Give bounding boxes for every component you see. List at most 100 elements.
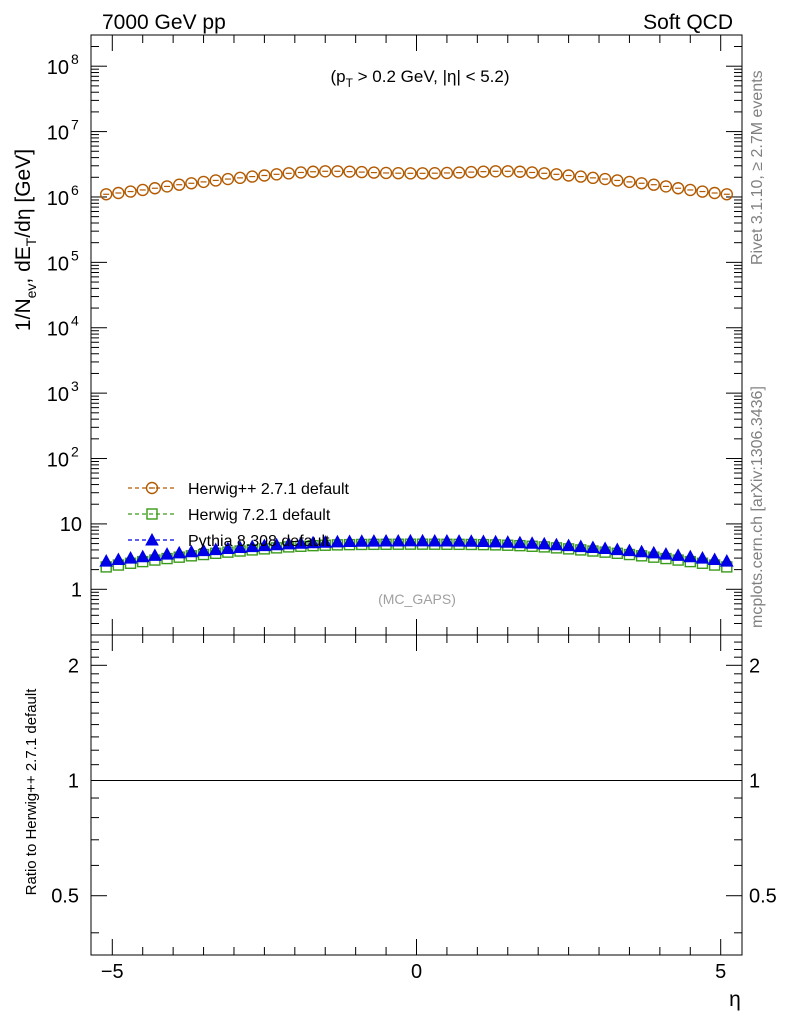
y-tick-label: 10 <box>47 450 69 472</box>
data-point-2-29 <box>452 534 466 547</box>
data-point-2-12 <box>245 539 260 553</box>
y-tick-label: 10 <box>47 57 69 79</box>
data-point-2-21 <box>354 534 369 547</box>
header-right: Soft QCD <box>643 11 733 34</box>
data-point-2-19 <box>330 534 345 548</box>
data-point-0-22 <box>367 166 381 179</box>
data-point-0-43 <box>623 175 636 189</box>
data-point-2-11 <box>233 540 247 554</box>
data-point-2-50 <box>707 552 722 566</box>
y-tick-label: 10 <box>47 319 69 341</box>
header-left: 7000 GeV pp <box>102 11 226 34</box>
data-point-0-48 <box>684 183 697 197</box>
data-point-2-0 <box>99 554 114 567</box>
rivet-label: Rivet 3.1.10, ≥ 2.7M events <box>749 70 766 265</box>
data-point-2-42 <box>610 542 625 556</box>
data-point-2-34 <box>513 535 527 549</box>
data-point-0-28 <box>440 166 454 180</box>
y-tick-label: 10 <box>47 123 69 145</box>
ratio-y-tick-label: 2 <box>68 655 79 677</box>
y-tick-exponent: 8 <box>71 51 79 67</box>
data-point-0-47 <box>671 182 685 195</box>
data-point-0-2 <box>124 185 137 198</box>
data-point-2-38 <box>561 538 576 552</box>
data-point-0-39 <box>574 170 587 183</box>
data-point-2-3 <box>135 549 150 563</box>
data-point-2-51 <box>719 554 734 567</box>
data-point-2-35 <box>525 536 539 549</box>
data-point-0-6 <box>173 178 186 191</box>
data-point-0-20 <box>343 165 356 178</box>
data-point-2-46 <box>659 547 673 560</box>
data-point-0-46 <box>659 180 673 193</box>
data-point-0-0 <box>100 188 113 201</box>
data-point-2-9 <box>208 542 223 556</box>
y-tick-exponent: 4 <box>71 313 79 329</box>
data-point-0-7 <box>185 177 198 190</box>
data-point-2-25 <box>403 533 418 547</box>
data-point-2-43 <box>622 543 637 557</box>
main-ylabel: 1/Nev, dET/dη [GeV] <box>12 149 39 331</box>
legend-label: Herwig 7.2.1 default <box>188 507 331 524</box>
legend-label: Herwig++ 2.7.1 default <box>188 481 350 498</box>
data-point-0-30 <box>465 165 478 179</box>
watermark: (MC_GAPS) <box>378 591 456 607</box>
data-point-2-20 <box>342 534 357 548</box>
data-point-2-2 <box>123 551 138 564</box>
data-point-0-38 <box>562 169 575 182</box>
ratio-ylabel: Ratio to Herwig++ 2.7.1 default <box>23 688 40 896</box>
data-point-2-44 <box>634 544 649 558</box>
data-point-0-4 <box>148 182 162 195</box>
data-point-2-10 <box>221 541 235 555</box>
data-point-2-36 <box>537 536 552 550</box>
data-point-0-44 <box>635 177 648 190</box>
data-point-2-23 <box>379 533 393 547</box>
ratio-y-tick-label: 0.5 <box>51 886 79 908</box>
y-tick-exponent: 3 <box>71 378 79 394</box>
data-point-2-8 <box>196 543 211 557</box>
data-point-0-37 <box>550 168 563 181</box>
data-point-0-51 <box>720 188 733 201</box>
data-point-0-36 <box>538 167 551 180</box>
data-point-2-47 <box>671 548 685 561</box>
data-point-0-40 <box>586 171 600 185</box>
main-series-layer <box>99 165 734 573</box>
data-point-0-5 <box>160 180 174 193</box>
data-point-2-37 <box>549 537 564 551</box>
data-point-2-24 <box>391 533 406 547</box>
data-point-0-19 <box>331 165 344 178</box>
legend-marker <box>146 508 158 520</box>
ratio-y-tick-label: 1 <box>68 771 79 793</box>
y-tick-exponent: 5 <box>71 247 79 263</box>
data-point-2-49 <box>695 551 710 564</box>
data-point-2-31 <box>476 534 491 548</box>
data-point-0-21 <box>355 165 368 179</box>
data-point-2-26 <box>415 533 430 547</box>
cut-label: (pT > 0.2 GeV, |η| < 5.2) <box>330 67 509 90</box>
data-point-2-14 <box>269 537 284 551</box>
ratio-y-tick-label-right: 1 <box>749 771 760 793</box>
y-tick-label: 10 <box>47 188 69 210</box>
data-point-0-3 <box>136 183 149 197</box>
data-point-2-30 <box>464 534 479 547</box>
data-point-0-10 <box>221 172 235 186</box>
data-point-2-33 <box>500 535 515 548</box>
data-point-0-41 <box>598 172 612 186</box>
data-point-0-35 <box>525 166 539 179</box>
data-point-0-34 <box>513 165 527 178</box>
data-point-2-16 <box>294 536 308 549</box>
data-point-2-5 <box>160 547 174 560</box>
data-point-0-29 <box>452 166 466 179</box>
data-point-2-45 <box>646 545 661 559</box>
data-point-0-23 <box>379 166 393 180</box>
data-point-0-49 <box>696 185 709 198</box>
data-point-0-33 <box>501 165 514 178</box>
data-point-0-16 <box>294 166 308 179</box>
y-tick-exponent: 7 <box>71 117 79 133</box>
data-point-0-15 <box>282 167 295 180</box>
y-tick-label: 10 <box>60 514 82 536</box>
data-point-2-18 <box>318 535 333 548</box>
mcplots-label: mcplots.cern.ch [arXiv:1306.3436] <box>749 386 766 628</box>
data-point-2-4 <box>148 548 162 561</box>
